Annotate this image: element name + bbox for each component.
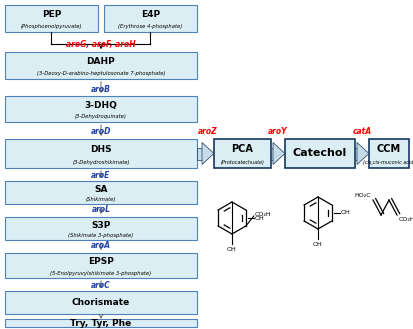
Text: aroY: aroY: [268, 128, 287, 137]
Text: (Erythrose 4-phosphate): (Erythrose 4-phosphate): [118, 24, 182, 29]
Text: S3P: S3P: [91, 220, 110, 230]
Text: (Phosphoenolpyruvate): (Phosphoenolpyruvate): [21, 24, 82, 29]
Text: Try, Tyr, Phe: Try, Tyr, Phe: [70, 318, 131, 327]
Text: E4P: E4P: [140, 10, 160, 19]
Polygon shape: [356, 142, 368, 164]
FancyBboxPatch shape: [5, 5, 98, 32]
Text: (3-Dehydroshikimate): (3-Dehydroshikimate): [72, 160, 129, 165]
Text: CCM: CCM: [376, 144, 400, 154]
Text: (3-Dehydroquinate): (3-Dehydroquinate): [75, 114, 127, 119]
Text: OH: OH: [340, 211, 350, 215]
FancyBboxPatch shape: [5, 291, 197, 314]
Text: aroE: aroE: [91, 170, 110, 180]
Text: (Protocatechuate): (Protocatechuate): [220, 160, 264, 165]
Text: OH: OH: [312, 242, 322, 247]
Text: Chorismate: Chorismate: [72, 298, 130, 307]
FancyBboxPatch shape: [5, 319, 197, 327]
Text: aroG, aroF, aroH: aroG, aroF, aroH: [66, 40, 135, 49]
Text: aroL: aroL: [91, 206, 110, 215]
Text: Catechol: Catechol: [292, 148, 346, 159]
Text: (5-Enolpyruvylshikimate 3-phosphate): (5-Enolpyruvylshikimate 3-phosphate): [50, 270, 151, 275]
FancyBboxPatch shape: [271, 147, 272, 160]
FancyBboxPatch shape: [214, 139, 271, 168]
Text: DHS: DHS: [90, 145, 112, 154]
Text: aroC: aroC: [91, 281, 111, 290]
FancyBboxPatch shape: [5, 96, 197, 122]
FancyBboxPatch shape: [5, 217, 197, 240]
Text: CO₂H: CO₂H: [254, 212, 271, 216]
FancyBboxPatch shape: [5, 253, 197, 278]
Text: EPSP: EPSP: [88, 257, 114, 266]
Text: (3-Deoxy-D-arabino-heptulosonate 7-phosphate): (3-Deoxy-D-arabino-heptulosonate 7-phosp…: [37, 71, 165, 76]
Text: (cis,cis-muconic acid): (cis,cis-muconic acid): [362, 160, 413, 165]
FancyBboxPatch shape: [104, 5, 197, 32]
Text: OH: OH: [227, 247, 236, 252]
FancyBboxPatch shape: [197, 147, 202, 160]
Text: catA: catA: [351, 128, 370, 137]
Text: aroA: aroA: [91, 241, 111, 250]
FancyBboxPatch shape: [5, 139, 197, 168]
Text: aroB: aroB: [91, 85, 111, 93]
Text: aroZ: aroZ: [198, 128, 217, 137]
Polygon shape: [202, 142, 214, 164]
Text: DAHP: DAHP: [86, 57, 115, 66]
Polygon shape: [272, 142, 284, 164]
Text: 3-DHQ: 3-DHQ: [84, 101, 117, 110]
FancyBboxPatch shape: [354, 147, 356, 160]
FancyBboxPatch shape: [284, 139, 354, 168]
Text: PEP: PEP: [42, 10, 61, 19]
Text: aroD: aroD: [90, 128, 111, 137]
Text: (Shikimate): (Shikimate): [85, 197, 116, 202]
Text: SA: SA: [94, 185, 107, 193]
Text: PCA: PCA: [231, 144, 253, 154]
FancyBboxPatch shape: [5, 181, 197, 204]
Text: HO₂C: HO₂C: [354, 193, 370, 198]
Text: (Shikimate 3-phosphate): (Shikimate 3-phosphate): [68, 233, 133, 238]
FancyBboxPatch shape: [5, 52, 197, 79]
Text: OH: OH: [254, 215, 264, 220]
FancyBboxPatch shape: [368, 139, 408, 168]
Text: CO₂H: CO₂H: [398, 217, 413, 222]
